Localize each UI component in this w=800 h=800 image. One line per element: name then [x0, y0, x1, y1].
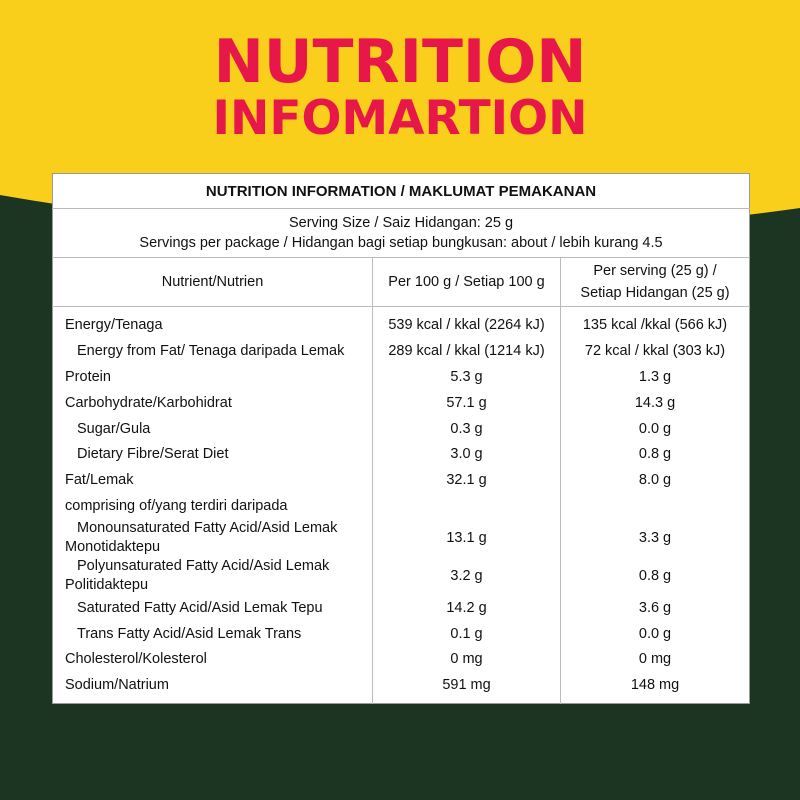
table-title: NUTRITION INFORMATION / MAKLUMAT PEMAKAN… [52, 173, 750, 209]
nutrient: comprising of/yang terdiri daripada [65, 497, 288, 514]
value: 0.1 g [372, 621, 561, 647]
value: 1.3 g [560, 364, 750, 391]
nutrient: Dietary Fibre/Serat Diet [77, 446, 229, 463]
value: 72 kcal / kkal (303 kJ) [560, 338, 750, 365]
value: 5.3 g [372, 364, 561, 391]
value: 591 mg [372, 672, 561, 704]
column-header: Per 100 g / Setiap 100 g [372, 257, 561, 307]
column-header: Per serving (25 g) / Setiap Hidangan (25… [560, 257, 750, 307]
value: 539 kcal / kkal (2264 kJ) [372, 306, 561, 339]
value: 3.6 g [560, 595, 750, 622]
value: 14.3 g [560, 390, 750, 417]
value: 0.8 g [560, 557, 750, 596]
value: 148 mg [560, 672, 750, 704]
value: 3.0 g [372, 441, 561, 468]
nutrient: Energy from Fat/ Tenaga daripada Lemak [77, 343, 345, 360]
nutrient: Polyunsaturated Fatty Acid/Asid Lemak Po… [65, 558, 330, 594]
nutrient: Carbohydrate/Karbohidrat [65, 394, 232, 411]
value: 135 kcal /kkal (566 kJ) [560, 306, 750, 339]
value: 3.3 g [560, 519, 750, 558]
value: 57.1 g [372, 390, 561, 417]
nutrient: Trans Fatty Acid/Asid Lemak Trans [77, 625, 302, 642]
value: 13.1 g [372, 519, 561, 558]
value: 0.8 g [560, 441, 750, 468]
empty-cell [372, 493, 561, 520]
nutrient: Protein [65, 368, 111, 385]
nutrient: Cholesterol/Kolesterol [65, 651, 207, 668]
value: 8.0 g [560, 467, 750, 494]
value: 14.2 g [372, 595, 561, 622]
value: 0.3 g [372, 416, 561, 442]
column-header: Nutrient/Nutrien [52, 257, 373, 307]
value: 0.0 g [560, 416, 750, 442]
nutrient: Sugar/Gula [77, 420, 151, 437]
value: 3.2 g [372, 557, 561, 596]
value: 0.0 g [560, 621, 750, 647]
value: 32.1 g [372, 467, 561, 494]
header-line: Setiap Hidangan (25 g) [580, 285, 730, 301]
nutrient: Saturated Fatty Acid/Asid Lemak Tepu [77, 599, 323, 616]
value: 0 mg [372, 646, 561, 673]
serving-line: Serving Size / Saiz Hidangan: 25 g [288, 215, 514, 231]
header-line: Per serving (25 g) / [593, 263, 717, 279]
value: 289 kcal / kkal (1214 kJ) [372, 338, 561, 365]
nutrient: Monounsaturated Fatty Acid/Asid Lemak Mo… [65, 520, 338, 556]
nutrient: Sodium/Natrium [65, 677, 169, 694]
empty-cell [560, 493, 750, 520]
nutrition-table: NUTRITION INFORMATION / MAKLUMAT PEMAKAN… [52, 173, 750, 704]
serving-info: Serving Size / Saiz Hidangan: 25 g Servi… [52, 208, 750, 258]
title-line: NUTRITION [213, 27, 587, 97]
title-line: INFOMARTION [212, 91, 588, 146]
serving-line: Servings per package / Hidangan bagi set… [139, 235, 663, 251]
nutrient: Energy/Tenaga [65, 317, 163, 334]
nutrient: Fat/Lemak [65, 472, 134, 489]
value: 0 mg [560, 646, 750, 673]
